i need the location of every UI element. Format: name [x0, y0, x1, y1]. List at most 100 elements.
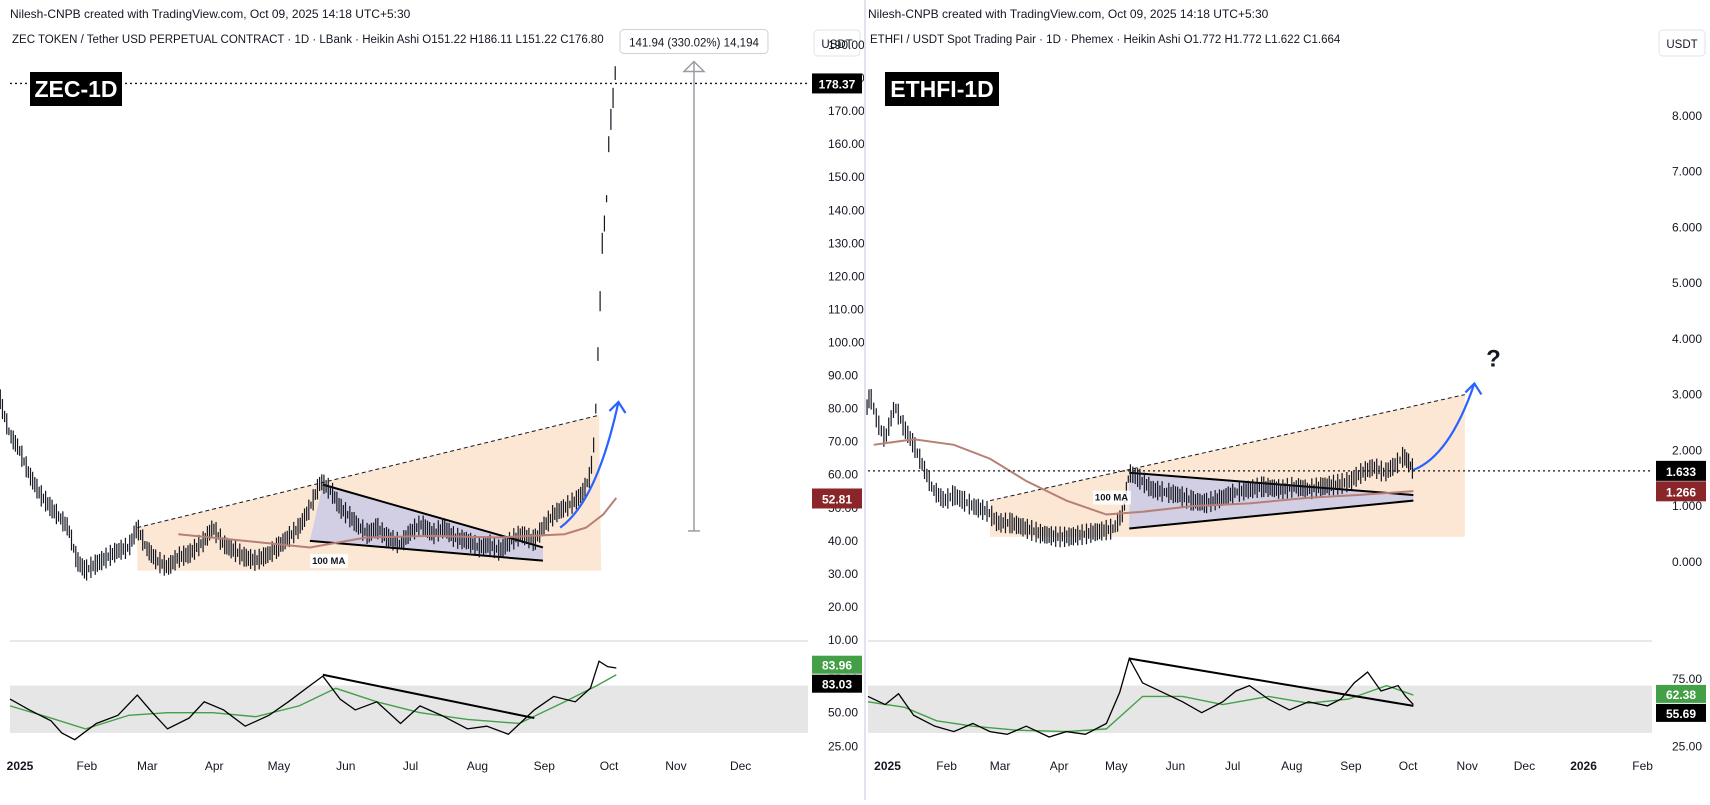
chart1-x-tick: Mar — [137, 759, 158, 773]
chart1-ohlc-l: L151.22 — [515, 34, 560, 46]
chart2-y-tick: 1.000 — [1672, 499, 1702, 513]
chart1-y-tick: 100.00 — [828, 336, 865, 350]
chart1-x-tick: Feb — [77, 759, 98, 773]
chart1-wedge-lower-line — [309, 539, 544, 562]
chart1-osc-value-2: 83.03 — [822, 678, 852, 692]
chart2-osc-value-2: 55.69 — [1666, 707, 1696, 721]
chart1-y-tick: 190.00 — [828, 38, 865, 52]
chart1-y-tick: 120.00 — [828, 269, 865, 283]
chart2-projection-arrowhead — [1464, 381, 1483, 396]
chart1-x-tick: Aug — [467, 759, 488, 773]
chart1-x-tick: Jun — [336, 759, 355, 773]
chart2-ma100-line — [873, 438, 1414, 516]
chart1-ma-value-label: 52.81 — [822, 492, 852, 506]
chart1-osc-line — [9, 660, 617, 741]
chart2-osc-line — [867, 656, 1414, 738]
chart2-y-tick: 0.000 — [1672, 555, 1702, 569]
chart2-ohlc-l: L1.622 — [1265, 34, 1303, 46]
chart2-last-price-label: 1.633 — [1666, 465, 1696, 479]
chart2-ma100-tag-bg — [1092, 490, 1131, 505]
chart1-y-tick: 150.00 — [828, 170, 865, 184]
chart1-y-tick: 30.00 — [828, 567, 858, 581]
chart1-x-tick: Dec — [730, 759, 751, 773]
chart1-currency-button[interactable] — [813, 29, 861, 57]
chart1-last-price-label: 178.37 — [819, 77, 856, 91]
chart1-credit: Nilesh-CNPB created with TradingView.com… — [10, 7, 411, 21]
chart1-last-price-label-bg — [812, 73, 862, 94]
chart1-y-tick: 10.00 — [828, 633, 858, 647]
chart2-x-tick: Dec — [1514, 759, 1535, 773]
chart2-title: ETHFI / USDT Spot Trading Pair · 1D · Ph… — [870, 34, 1341, 46]
chart1-ohlc-c: C176.80 — [560, 34, 603, 46]
chart2-osc-value-bg-2 — [1656, 703, 1706, 722]
chart1-symbol-label-bg — [30, 72, 122, 106]
chart1-currency-label: USDT — [821, 39, 852, 51]
chart-divider — [864, 0, 866, 800]
chart2-wedge-upper-line — [1129, 471, 1414, 496]
chart1-osc-value-1: 83.96 — [822, 659, 852, 673]
chart1-projection-arrow — [559, 401, 620, 529]
chart1-ma-value-label-bg — [812, 488, 862, 509]
chart2-osc-tick: 75.00 — [1672, 672, 1702, 686]
chart1-y-tick: 60.00 — [828, 468, 858, 482]
chart2-x-tick: Feb — [1632, 759, 1653, 773]
chart2-y-tick: 4.000 — [1672, 332, 1702, 346]
chart2-x-tick: 2026 — [1570, 759, 1597, 773]
chart2-x-tick: Oct — [1399, 759, 1418, 773]
chart2-x-tick: Jun — [1166, 759, 1185, 773]
chart1-y-tick: 80.00 — [828, 402, 858, 416]
chart1-y-tick: 40.00 — [828, 534, 858, 548]
chart1-ma100-tag-bg — [310, 553, 349, 568]
chart2-x-tick: Sep — [1340, 759, 1362, 773]
chart1-y-tick: 170.00 — [828, 104, 865, 118]
chart1-measure-arrowhead — [682, 60, 706, 73]
chart1-x-tick: Nov — [665, 759, 686, 773]
chart2-ohlc-c: C1.664 — [1303, 34, 1341, 46]
chart1-ohlc-h: H186.11 — [470, 34, 516, 46]
chart2-projection-arrow — [1412, 383, 1476, 471]
chart1-x-tick: May — [268, 759, 291, 773]
chart1-osc-value-bg-1 — [812, 655, 862, 674]
chart2-ma-value-label: 1.266 — [1666, 485, 1696, 499]
chart1-x-tick: Oct — [600, 759, 619, 773]
chart2-osc-value-bg-1 — [1656, 684, 1706, 703]
chart2-symbol-label-bg — [885, 72, 999, 106]
chart1-y-tick: 130.00 — [828, 236, 865, 250]
chart2-x-tick: Feb — [936, 759, 957, 773]
chart1-y-tick: 90.00 — [828, 369, 858, 383]
chart1-y-tick: 160.00 — [828, 137, 865, 151]
chart2-osc-value-1: 62.38 — [1666, 688, 1696, 702]
chart2-x-tick: Mar — [990, 759, 1011, 773]
chart1-x-tick: Apr — [205, 759, 224, 773]
chart2-y-tick: 3.000 — [1672, 388, 1702, 402]
chart2-y-tick: 5.000 — [1672, 276, 1702, 290]
chart1-y-tick: 140.00 — [828, 203, 865, 217]
chart2-osc-tick: 25.00 — [1672, 739, 1702, 753]
chart2-ma-value-label-bg — [1656, 481, 1706, 502]
chart1-ma100-line — [178, 497, 618, 549]
chart1-y-tick: 20.00 — [828, 600, 858, 614]
chart1-osc-trendline — [322, 673, 535, 720]
chart2-x-tick: May — [1105, 759, 1128, 773]
chart2-y-tick: 6.000 — [1672, 220, 1702, 234]
chart2-ohlc-h: H1.772 — [1225, 34, 1265, 46]
chart2-osc-signal-line — [867, 684, 1414, 733]
chart2-currency-button[interactable] — [1658, 29, 1706, 57]
chart1-osc-tick: 25.00 — [828, 739, 858, 753]
chart1-osc-signal-line — [9, 674, 617, 730]
chart1-ma100-tag: 100 MA — [312, 556, 345, 567]
chart2-osc-trendline — [1129, 657, 1414, 707]
chart2-y-tick: 7.000 — [1672, 165, 1702, 179]
chart2-credit: Nilesh-CNPB created with TradingView.com… — [868, 7, 1269, 21]
chart1-resistance-dashed-line — [137, 414, 600, 529]
chart1-projection-arrowhead — [608, 400, 627, 414]
chart1-measure-text: 141.94 (330.02%) 14,194 — [629, 38, 759, 50]
chart2-last-price-label-bg — [1656, 460, 1706, 481]
chart2-wedge-lower-line — [1129, 499, 1414, 530]
chart2-symbol-label: ETHFI-1D — [890, 76, 994, 102]
chart2-x-tick: Nov — [1457, 759, 1478, 773]
chart2-ohlc-o: O1.772 — [1184, 34, 1225, 46]
chart2-x-tick: Aug — [1281, 759, 1302, 773]
chart2-x-tick: 2025 — [874, 759, 901, 773]
